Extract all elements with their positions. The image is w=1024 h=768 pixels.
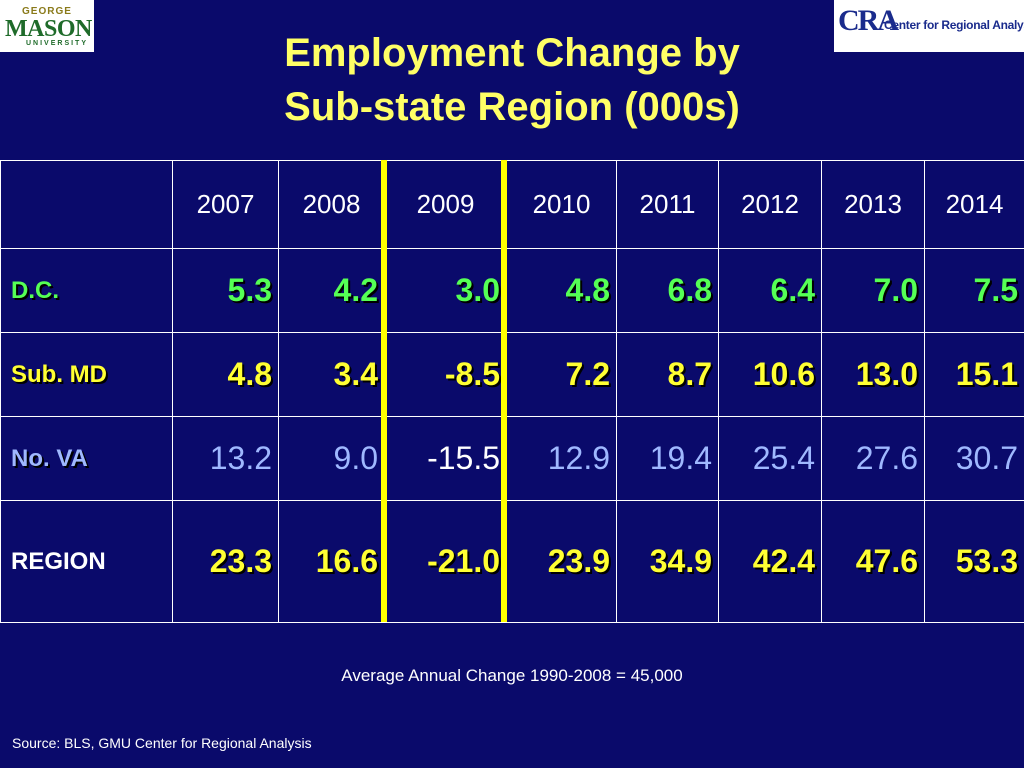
table-cell: 27.6 [821, 416, 925, 501]
table-cell: 3.0 [384, 248, 507, 333]
table-cell: 19.4 [616, 416, 719, 501]
header-row: 2007 2008 2009 2010 2011 2012 2013 2014 [0, 160, 1024, 249]
average-note: Average Annual Change 1990-2008 = 45,000 [341, 666, 683, 685]
row-label: Sub. MD [0, 332, 173, 417]
year-header: 2014 [924, 160, 1024, 249]
header-corner [0, 160, 173, 249]
table-cell: 3.4 [278, 332, 385, 417]
table-cell: 4.2 [278, 248, 385, 333]
table-cell: 53.3 [924, 500, 1024, 623]
table-cell: 4.8 [506, 248, 617, 333]
logo-main-text: MASON [5, 16, 92, 42]
year-header: 2007 [172, 160, 279, 249]
row-label: D.C. [0, 248, 173, 333]
year-header: 2010 [506, 160, 617, 249]
table-cell: 42.4 [718, 500, 822, 623]
table-cell: 9.0 [278, 416, 385, 501]
table-cell: 13.0 [821, 332, 925, 417]
table-cell: 25.4 [718, 416, 822, 501]
slide-title: Employment Change by Sub-state Region (0… [0, 26, 1024, 134]
year-header: 2008 [278, 160, 385, 249]
table-cell: 7.2 [506, 332, 617, 417]
table-cell: 10.6 [718, 332, 822, 417]
table-cell: 7.5 [924, 248, 1024, 333]
table-row-dc: D.C. 5.3 4.2 3.0 4.8 6.8 6.4 7.0 7.5 [0, 248, 1024, 333]
cra-text: Center for Regional Analysis [884, 18, 1024, 32]
table-cell: 13.2 [172, 416, 279, 501]
george-mason-logo: GEORGE MASON UNIVERSITY [0, 0, 94, 52]
table-cell: -8.5 [384, 332, 507, 417]
title-line-1: Employment Change by [284, 31, 740, 75]
table-cell: 8.7 [616, 332, 719, 417]
table-cell: 4.8 [172, 332, 279, 417]
cra-logo: CRA Center for Regional Analysis [834, 0, 1024, 52]
table-cell: 6.4 [718, 248, 822, 333]
table-cell: 30.7 [924, 416, 1024, 501]
table-cell: 34.9 [616, 500, 719, 623]
year-header: 2013 [821, 160, 925, 249]
table-cell: 7.0 [821, 248, 925, 333]
row-label: REGION [0, 500, 173, 623]
table-cell: 47.6 [821, 500, 925, 623]
table-cell: 6.8 [616, 248, 719, 333]
year-header: 2009 [384, 160, 507, 249]
divider-2009-2010 [501, 160, 507, 622]
cra-mark: CRA [838, 4, 899, 37]
table-cell: -21.0 [384, 500, 507, 623]
table-cell: 15.1 [924, 332, 1024, 417]
year-header: 2011 [616, 160, 719, 249]
year-header: 2012 [718, 160, 822, 249]
row-label: No. VA [0, 416, 173, 501]
table-cell: 23.9 [506, 500, 617, 623]
table-row-sub-md: Sub. MD 4.8 3.4 -8.5 7.2 8.7 10.6 13.0 1… [0, 332, 1024, 417]
employment-table: 2007 2008 2009 2010 2011 2012 2013 2014 … [0, 160, 1024, 623]
title-line-2: Sub-state Region (000s) [284, 85, 740, 129]
table-cell: 16.6 [278, 500, 385, 623]
table-cell: 23.3 [172, 500, 279, 623]
logo-bottom-text: UNIVERSITY [26, 40, 89, 47]
table-cell: 5.3 [172, 248, 279, 333]
divider-2008-2009 [381, 160, 387, 622]
table-row-region: REGION 23.3 16.6 -21.0 23.9 34.9 42.4 47… [0, 500, 1024, 623]
table-row-no-va: No. VA 13.2 9.0 -15.5 12.9 19.4 25.4 27.… [0, 416, 1024, 501]
source-note: Source: BLS, GMU Center for Regional Ana… [12, 735, 312, 751]
logo-top-text: GEORGE [22, 6, 72, 17]
table-cell: 12.9 [506, 416, 617, 501]
table-cell: -15.5 [384, 416, 507, 501]
